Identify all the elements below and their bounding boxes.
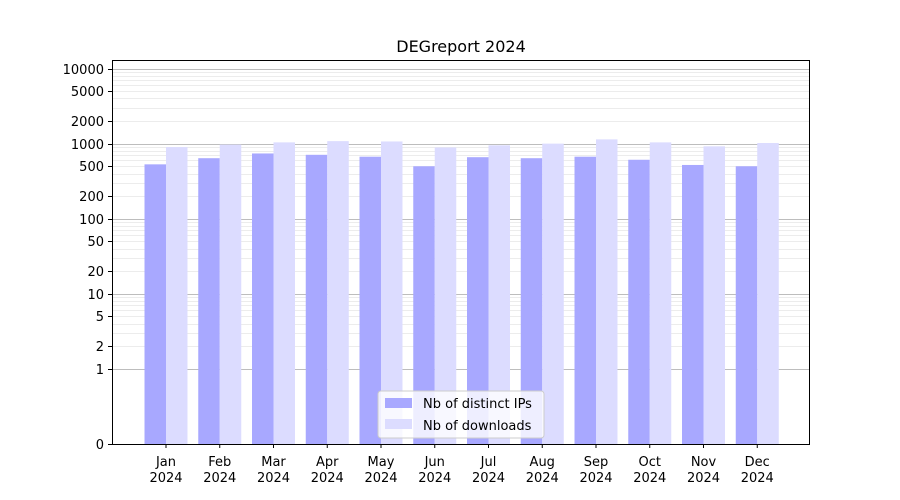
bar-distinct-ips bbox=[682, 164, 704, 444]
legend: Nb of distinct IPs Nb of downloads bbox=[377, 390, 545, 439]
bar-distinct-ips bbox=[198, 158, 220, 444]
y-tick-label: 5000 bbox=[71, 85, 104, 100]
legend-swatch-distinct-ips bbox=[385, 398, 412, 408]
bar-downloads bbox=[381, 141, 403, 444]
y-tick-label: 500 bbox=[79, 160, 104, 175]
y-tick-label: 0 bbox=[96, 438, 104, 453]
x-axis-ticks: Jan 2024 Feb 2024 Mar 2024 Apr 2024 May 2024 Jun 20… bbox=[149, 444, 774, 486]
bar-downloads bbox=[596, 139, 618, 444]
bar-distinct-ips bbox=[144, 164, 166, 444]
y-tick-label: 50 bbox=[87, 235, 104, 250]
y-tick-label: 2 bbox=[96, 340, 104, 355]
legend-box bbox=[377, 390, 545, 439]
legend-label-downloads: Nb of downloads bbox=[423, 419, 532, 434]
x-tick-label: Jul 2024 bbox=[472, 455, 505, 486]
y-tick-label: 5 bbox=[96, 310, 104, 325]
y-tick-label: 20 bbox=[87, 265, 104, 280]
bar-distinct-ips bbox=[252, 153, 274, 444]
bar-downloads bbox=[542, 143, 564, 444]
bar-distinct-ips bbox=[520, 158, 543, 444]
x-tick-label: Apr 2024 bbox=[311, 455, 344, 486]
bar-distinct-ips bbox=[467, 157, 489, 444]
bar-downloads bbox=[703, 146, 725, 445]
chart-title: DEGreport 2024 bbox=[396, 37, 526, 56]
bar-distinct-ips bbox=[574, 156, 596, 444]
x-tick-label: Jan 2024 bbox=[149, 455, 182, 486]
y-axis-ticks: 0 1 2 5 10 20 50 100 200 500 1000 2000 5000 10000 bbox=[63, 63, 112, 453]
y-tick-label: 1 bbox=[96, 363, 104, 378]
bar-downloads bbox=[757, 143, 779, 444]
bar-downloads bbox=[488, 145, 510, 444]
bar-downloads bbox=[219, 144, 242, 444]
y-tick-label: 10 bbox=[87, 288, 104, 303]
bar-downloads bbox=[166, 147, 188, 444]
bar-downloads bbox=[273, 142, 295, 444]
legend-swatch-downloads bbox=[385, 419, 412, 429]
y-tick-label: 100 bbox=[79, 213, 104, 228]
x-tick-label: Feb 2024 bbox=[203, 455, 236, 486]
bar-distinct-ips bbox=[628, 159, 650, 444]
bars bbox=[144, 139, 779, 445]
legend-label-distinct-ips: Nb of distinct IPs bbox=[423, 397, 532, 412]
bar-distinct-ips bbox=[413, 166, 435, 444]
y-tick-label: 2000 bbox=[71, 115, 104, 130]
x-tick-label: Oct 2024 bbox=[633, 455, 666, 486]
y-tick-label: 1000 bbox=[71, 138, 104, 153]
plot-frame bbox=[112, 60, 810, 445]
bar-distinct-ips bbox=[735, 166, 758, 444]
y-tick-label: 200 bbox=[79, 190, 104, 205]
bar-distinct-ips bbox=[359, 156, 381, 444]
x-tick-label: Mar 2024 bbox=[257, 455, 290, 486]
bar-downloads bbox=[434, 147, 457, 444]
bar-downloads bbox=[327, 141, 349, 444]
x-tick-label: May 2024 bbox=[364, 455, 397, 486]
bar-downloads bbox=[649, 142, 672, 444]
x-tick-label: Jun 2024 bbox=[418, 455, 451, 486]
y-tick-label: 10000 bbox=[63, 63, 104, 78]
x-tick-label: Aug 2024 bbox=[526, 455, 559, 486]
bar-distinct-ips bbox=[305, 154, 328, 444]
x-tick-label: Nov 2024 bbox=[687, 455, 720, 486]
x-tick-label: Sep 2024 bbox=[579, 455, 612, 486]
x-tick-label: Dec 2024 bbox=[741, 455, 774, 486]
